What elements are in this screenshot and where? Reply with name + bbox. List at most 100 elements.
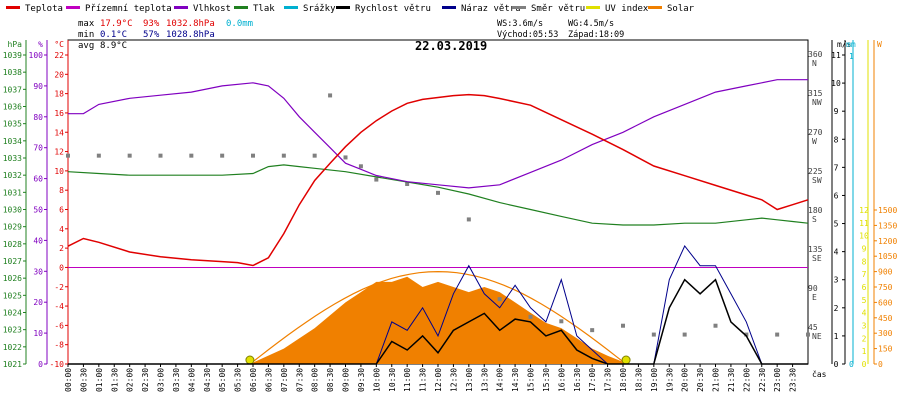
axis-label-celsius-8: 6 xyxy=(59,206,64,215)
axis-label-uv-11: 1 xyxy=(862,347,867,356)
legend-swatch-5 xyxy=(336,6,350,9)
x-tick-label-31: 15:30 xyxy=(542,368,551,392)
axis-label-ms-6: 5 xyxy=(834,220,839,229)
direction-point-11 xyxy=(358,164,363,169)
axis-label-dirname-2: W xyxy=(812,137,817,146)
legend-swatch-0 xyxy=(6,6,20,9)
x-tick-label-40: 20:00 xyxy=(681,368,690,392)
axis-label-dir-0: 360 xyxy=(808,50,823,59)
axis-label-percent-1: 90 xyxy=(33,82,43,91)
x-tick-label-36: 18:00 xyxy=(619,368,628,392)
solar-max-curve xyxy=(249,270,627,365)
axis-label-ms-5: 6 xyxy=(834,191,839,200)
axis-label-w-5: 750 xyxy=(878,283,893,292)
chart-title: 22.03.2019 xyxy=(415,39,487,53)
series-line-rychlostvtru xyxy=(68,278,808,365)
axis-label-hpa-14: 1025 xyxy=(3,291,22,300)
x-tick-label-3: 01:30 xyxy=(110,368,119,392)
axis-label-uv-7: 5 xyxy=(862,296,867,305)
x-tick-label-5: 02:30 xyxy=(141,368,150,392)
legend-label-3: Tlak xyxy=(253,4,275,14)
axis-label-percent-8: 20 xyxy=(33,298,43,307)
legend-label-4: Srážky xyxy=(303,4,336,14)
x-tick-label-11: 05:30 xyxy=(234,368,243,392)
axis-label-hpa-11: 1028 xyxy=(3,240,22,249)
axis-label-celsius-16: -10 xyxy=(50,360,65,369)
x-tick-label-15: 07:30 xyxy=(295,368,304,392)
axis-label-w-1: 1350 xyxy=(878,221,897,230)
x-tick-label-13: 06:30 xyxy=(264,368,273,392)
stat-min-temp: 0.1°C xyxy=(100,30,127,40)
uv-point-0 xyxy=(245,355,255,365)
axis-label-w-10: 0 xyxy=(878,360,883,369)
direction-point-8 xyxy=(312,153,317,158)
axis-label-hpa-17: 1022 xyxy=(3,343,22,352)
axis-label-ms-8: 3 xyxy=(834,276,839,285)
axis-label-hpa-7: 1032 xyxy=(3,171,22,180)
direction-point-18 xyxy=(559,319,564,324)
legend-label-7: Směr větru xyxy=(531,4,585,14)
axis-label-hpa-1: 1038 xyxy=(3,68,22,77)
axis-label-hpa-16: 1023 xyxy=(3,326,22,335)
axis-label-hpa-2: 1037 xyxy=(3,85,22,94)
axis-label-w-8: 300 xyxy=(878,329,893,338)
direction-point-25 xyxy=(775,332,780,337)
x-tick-label-12: 06:00 xyxy=(249,368,258,392)
axis-label-dir-4: 180 xyxy=(808,206,823,215)
axis-label-dir-1: 315 xyxy=(808,89,823,98)
info-wg: WG:4.5m/s xyxy=(568,19,614,29)
axis-label-dirname-1: NW xyxy=(812,98,822,107)
legend-swatch-6 xyxy=(442,6,456,9)
axis-label-uv-9: 3 xyxy=(862,322,867,331)
x-tick-label-30: 15:00 xyxy=(527,368,536,392)
axis-unit-percent: % xyxy=(38,40,43,49)
series-line-nrazvtru xyxy=(68,245,808,365)
x-tick-label-47: 23:30 xyxy=(789,368,798,392)
direction-point-14 xyxy=(436,190,440,195)
axis-label-ms-10: 1 xyxy=(834,332,839,341)
legend-swatch-4 xyxy=(284,6,298,9)
axis-label-dir-7: 45 xyxy=(808,323,818,332)
series-line-teplota xyxy=(67,93,809,267)
x-tick-label-14: 07:00 xyxy=(280,368,289,392)
legend-label-9: Solar xyxy=(667,4,695,14)
axis-label-dir-6: 90 xyxy=(808,284,818,293)
direction-point-22 xyxy=(682,332,687,337)
axis-label-ms-7: 4 xyxy=(834,248,839,257)
x-tick-label-21: 10:30 xyxy=(388,368,397,392)
axis-label-celsius-9: 4 xyxy=(59,225,64,234)
axis-label-hpa-6: 1033 xyxy=(3,154,22,163)
direction-point-17 xyxy=(528,314,533,319)
direction-point-21 xyxy=(651,332,656,337)
legend-label-5: Rychlost větru xyxy=(355,4,431,14)
x-tick-label-42: 21:00 xyxy=(712,368,721,392)
x-tick-label-19: 09:30 xyxy=(357,368,366,392)
axis-label-celsius-0: 22 xyxy=(54,51,64,60)
axis-label-celsius-11: 0 xyxy=(59,263,64,272)
legend-swatch-7 xyxy=(512,6,526,9)
series-line-vlhkost xyxy=(68,79,808,189)
direction-point-24 xyxy=(744,332,749,337)
direction-point-10 xyxy=(343,155,348,160)
axis-label-dirname-6: E xyxy=(812,293,817,302)
x-tick-label-35: 17:30 xyxy=(604,368,613,392)
axis-label-uv-8: 4 xyxy=(862,309,867,318)
direction-point-5 xyxy=(220,153,225,158)
axis-unit-w: W xyxy=(877,40,882,49)
axis-label-uv-5: 7 xyxy=(862,270,867,279)
stat-rain: 0.0mm xyxy=(226,19,253,29)
axis-label-percent-4: 60 xyxy=(33,175,43,184)
axis-unit-celsius: °C xyxy=(54,40,64,49)
x-tick-label-44: 22:00 xyxy=(742,368,751,392)
direction-point-20 xyxy=(621,323,625,328)
axis-label-uv-2: 10 xyxy=(859,232,869,241)
x-tick-label-2: 01:00 xyxy=(95,368,104,392)
axis-label-hpa-18: 1021 xyxy=(3,360,22,369)
direction-point-9 xyxy=(328,93,333,98)
axis-label-ms-2: 9 xyxy=(834,107,839,116)
axis-label-celsius-5: 12 xyxy=(54,148,64,157)
direction-point-23 xyxy=(713,323,718,328)
x-tick-label-26: 13:00 xyxy=(465,368,474,392)
axis-label-uv-6: 6 xyxy=(862,283,867,292)
